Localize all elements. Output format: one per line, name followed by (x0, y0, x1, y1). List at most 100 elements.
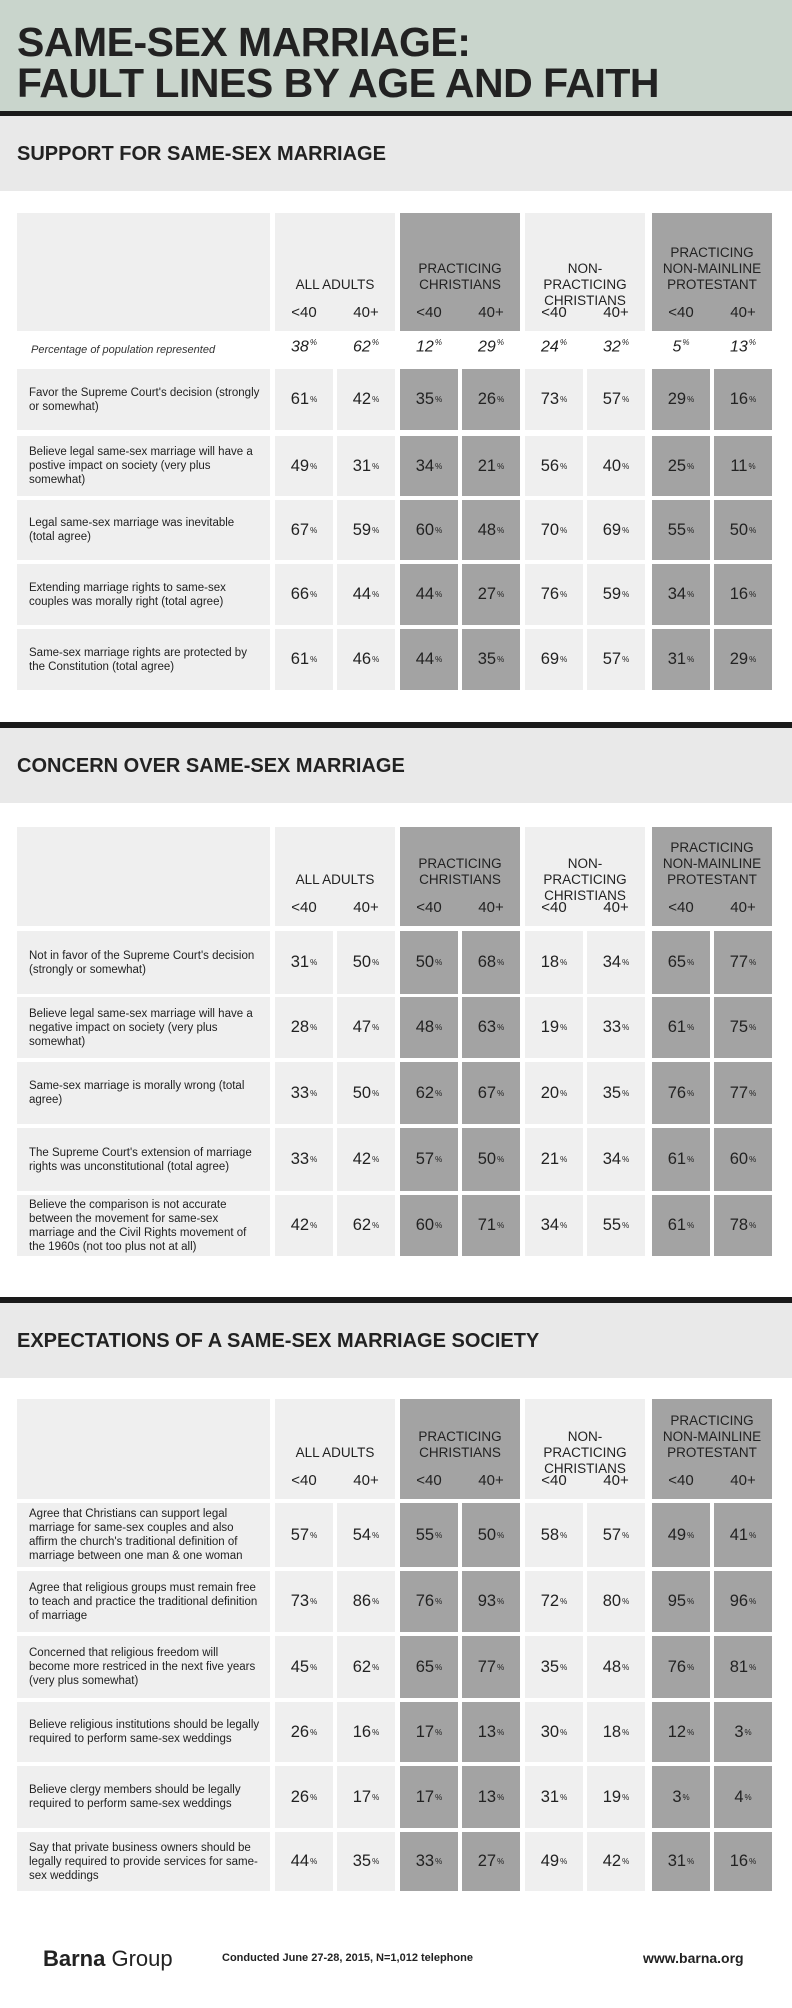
percent-sign: % (560, 1155, 568, 1164)
table-cell: 34% (587, 1128, 645, 1191)
percent-sign: % (748, 338, 756, 347)
percent-sign: % (435, 1155, 443, 1164)
percent-sign: % (621, 338, 629, 347)
table-cell: 20% (525, 1062, 583, 1124)
table-cell: 81% (714, 1636, 772, 1698)
group-label: PRACTICING NON-MAINLINE PROTESTANT (662, 840, 762, 887)
population-label: Percentage of population represented (31, 344, 216, 356)
percent-sign: % (496, 338, 504, 347)
percent-sign: % (435, 590, 443, 599)
table-cell: 3% (714, 1702, 772, 1762)
age-label: 40+ (478, 899, 504, 916)
age-label: 40+ (353, 1472, 379, 1489)
table-cell: 26% (275, 1766, 333, 1828)
percent-sign: % (310, 1662, 318, 1672)
table-cell: 62% (400, 1062, 458, 1124)
section-header: CONCERN OVER SAME-SEX MARRIAGE (0, 722, 792, 803)
percent-sign: % (435, 958, 443, 967)
percent-sign: % (749, 395, 757, 404)
percent-sign: % (497, 461, 505, 471)
table-cell: 16% (714, 369, 772, 430)
row-label: Favor the Supreme Court's decision (stro… (17, 369, 270, 430)
group-header-cell (275, 213, 395, 331)
group-label: NON-PRACTICING CHRISTIANS (543, 1429, 627, 1476)
percent-sign: % (622, 590, 630, 599)
row-label: Believe clergy members should be legally… (17, 1766, 270, 1828)
table-cell: 44% (400, 629, 458, 690)
row-label: Agree that Christians can support legal … (17, 1503, 270, 1567)
age-label: <40 (291, 1472, 317, 1489)
percent-sign: % (749, 525, 757, 535)
section-header: EXPECTATIONS OF A SAME-SEX MARRIAGE SOCI… (0, 1297, 792, 1378)
percent-sign: % (435, 1662, 443, 1672)
percent-sign: % (622, 1155, 630, 1164)
age-label: <40 (416, 1472, 442, 1489)
table-cell: 4% (714, 1766, 772, 1828)
percent-sign: % (560, 655, 568, 664)
header-blank-cell (17, 1399, 270, 1499)
population-value: 13% (730, 338, 756, 356)
percent-sign: % (372, 395, 380, 404)
table-cell: 19% (525, 997, 583, 1058)
group-header-cell (400, 213, 520, 331)
percent-sign: % (622, 395, 630, 404)
percent-sign: % (687, 1857, 695, 1866)
percent-sign: % (749, 1088, 757, 1098)
table-cell: 76% (652, 1636, 710, 1698)
percent-sign: % (560, 395, 568, 404)
row-label: Say that private business owners should … (17, 1832, 270, 1891)
table-cell: 16% (714, 1832, 772, 1891)
row-label: Extending marriage rights to same-sex co… (17, 564, 270, 625)
percent-sign: % (435, 395, 443, 404)
table-cell: 72% (525, 1571, 583, 1632)
percent-sign: % (622, 1530, 630, 1540)
table-cell: 34% (525, 1195, 583, 1256)
percent-sign: % (435, 1221, 443, 1230)
percent-sign: % (560, 1597, 568, 1606)
percent-sign: % (435, 655, 443, 664)
table-cell: 65% (652, 931, 710, 994)
percent-sign: % (497, 1727, 505, 1737)
age-label: <40 (416, 304, 442, 321)
percent-sign: % (435, 1857, 443, 1866)
row-label: Believe legal same-sex marriage will hav… (17, 997, 270, 1058)
percent-sign: % (622, 461, 630, 471)
percent-sign: % (372, 1662, 380, 1672)
percent-sign: % (560, 1530, 568, 1540)
percent-sign: % (497, 655, 505, 664)
percent-sign: % (309, 338, 317, 347)
age-label: 40+ (603, 899, 629, 916)
table-cell: 71% (462, 1195, 520, 1256)
percent-sign: % (372, 655, 380, 664)
table-cell: 28% (275, 997, 333, 1058)
percent-sign: % (560, 1857, 568, 1866)
table-cell: 55% (400, 1503, 458, 1567)
group-header-cell (275, 827, 395, 926)
percent-sign: % (559, 338, 567, 347)
group-header-cell (525, 213, 645, 331)
percent-sign: % (497, 590, 505, 599)
percent-sign: % (497, 525, 505, 535)
percent-sign: % (687, 958, 695, 967)
table-cell: 18% (587, 1702, 645, 1762)
age-label: 40+ (730, 899, 756, 916)
population-value: 32% (603, 338, 629, 356)
table-cell: 25% (652, 436, 710, 496)
table-cell: 93% (462, 1571, 520, 1632)
percent-sign: % (310, 525, 318, 535)
percent-sign: % (372, 958, 380, 967)
table-cell: 62% (337, 1195, 395, 1256)
age-label: <40 (541, 304, 567, 321)
methodology-note: Conducted June 27-28, 2015, N=1,012 tele… (222, 1952, 473, 1964)
percent-sign: % (560, 1023, 568, 1032)
page-title-line-1: SAME-SEX MARRIAGE: (17, 19, 471, 65)
table-cell: 33% (275, 1062, 333, 1124)
percent-sign: % (310, 590, 318, 599)
table-cell: 50% (462, 1503, 520, 1567)
table-cell: 29% (714, 629, 772, 690)
population-value: 62% (353, 338, 379, 356)
percent-sign: % (372, 1530, 380, 1540)
percent-sign: % (497, 395, 505, 404)
table-cell: 61% (652, 997, 710, 1058)
row-label: Agree that religious groups must remain … (17, 1571, 270, 1632)
